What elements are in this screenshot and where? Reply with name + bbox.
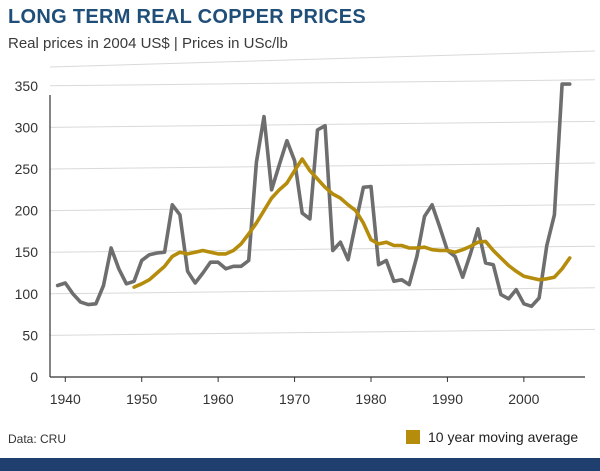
y-tick-label-0: 0 xyxy=(30,369,38,385)
gridline-y-200 xyxy=(49,204,596,212)
data-source-note: Data: CRU xyxy=(8,432,67,446)
x-tick-label-2000: 2000 xyxy=(508,391,539,407)
x-tick-label-1980: 1980 xyxy=(355,391,386,407)
series-layer xyxy=(55,82,572,309)
chart-subtitle: Real prices in 2004 US$ | Prices in USc/… xyxy=(8,35,288,52)
gridline-y-350 xyxy=(49,79,596,87)
gridlines xyxy=(49,50,596,336)
x-tick-label-1950: 1950 xyxy=(126,391,157,407)
gridline-y-250 xyxy=(49,162,596,170)
gridline-y-100 xyxy=(49,287,596,295)
legend-swatch-moving-average xyxy=(406,430,420,444)
gridline-y-300 xyxy=(49,120,596,128)
y-tick-label-200: 200 xyxy=(15,203,39,219)
y-tick-label-100: 100 xyxy=(15,286,39,302)
y-tick-label-50: 50 xyxy=(22,327,38,343)
gridline-y-150 xyxy=(49,245,596,253)
footer-band xyxy=(0,458,600,471)
chart-title: LONG TERM REAL COPPER PRICES xyxy=(8,6,367,28)
y-tick-label-350: 350 xyxy=(15,78,39,94)
legend-label-moving-average: 10 year moving average xyxy=(428,429,579,445)
legend: 10 year moving average xyxy=(406,429,578,445)
axes xyxy=(49,95,585,382)
y-axis-tick-labels: 0 50 100 150 200 250 300 350 xyxy=(15,78,39,385)
series-line-10yr-moving-average xyxy=(132,157,572,289)
gridline-top xyxy=(49,50,596,68)
x-tick-label-1940: 1940 xyxy=(50,391,81,407)
x-axis-tick-labels: 1940 1950 1960 1970 1980 1990 2000 xyxy=(50,391,540,407)
x-tick-label-1990: 1990 xyxy=(432,391,463,407)
y-tick-label-300: 300 xyxy=(15,119,39,135)
x-tick-label-1970: 1970 xyxy=(279,391,310,407)
series-line-real-price xyxy=(55,82,572,309)
y-tick-label-250: 250 xyxy=(15,161,39,177)
x-tick-label-1960: 1960 xyxy=(203,391,234,407)
gridline-y-50 xyxy=(49,328,596,336)
y-tick-label-150: 150 xyxy=(15,244,39,260)
